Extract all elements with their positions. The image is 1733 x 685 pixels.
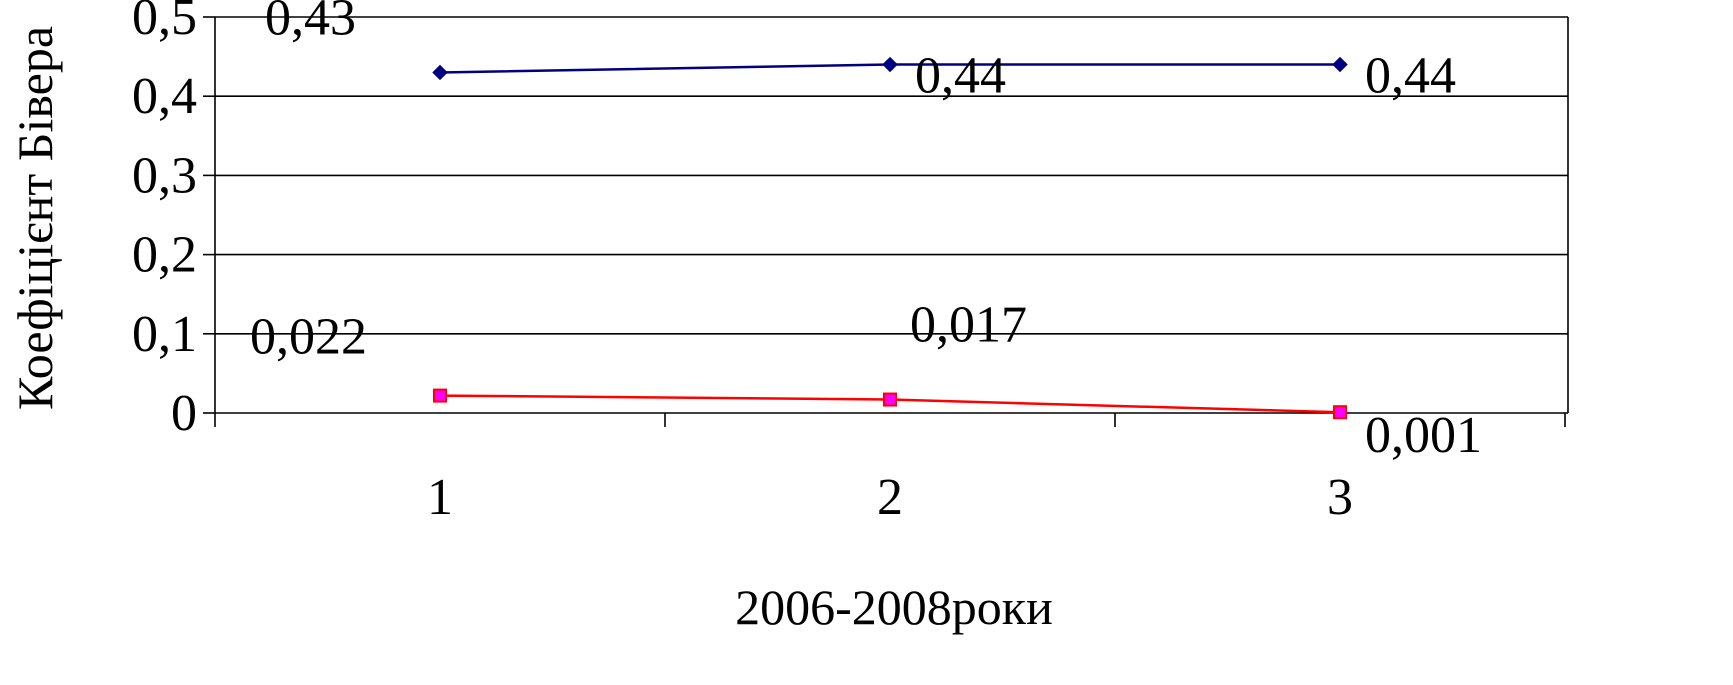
y-tick-label: 0,1	[132, 306, 197, 363]
series	[432, 56, 1348, 420]
data-point-marker	[1332, 56, 1348, 73]
y-tick-label: 0,5	[132, 0, 197, 46]
y-axis-title: Коефіцієнт Бівера	[7, 26, 63, 410]
data-label: 0,001	[1365, 407, 1482, 464]
x-tick-label: 2	[877, 469, 903, 526]
x-tick-label: 1	[427, 469, 453, 526]
y-tick-label: 0,2	[132, 227, 197, 284]
data-label: 0,017	[910, 297, 1027, 354]
y-tick-label: 0	[171, 385, 197, 442]
data-point-marker	[883, 392, 897, 407]
x-tick-label: 3	[1327, 469, 1353, 526]
data-label: 0,43	[265, 0, 356, 46]
data-point-marker	[432, 64, 448, 81]
data-point-marker	[1333, 405, 1347, 420]
x-tick-labels: 1 2 3	[427, 469, 1353, 526]
axes	[203, 16, 1569, 427]
x-axis-title: 2006-2008роки	[735, 579, 1053, 635]
gridlines	[215, 16, 1568, 335]
data-label: 0,022	[250, 309, 367, 366]
y-tick-label: 0,4	[132, 68, 197, 125]
data-label: 0,44	[915, 48, 1006, 105]
data-point-marker	[433, 388, 447, 403]
data-labels: 0,43 0,44 0,44 0,022 0,017 0,001	[250, 0, 1482, 464]
y-tick-label: 0,3	[132, 147, 197, 204]
data-point-marker	[882, 56, 898, 73]
y-tick-labels: 0 0,1 0,2 0,3 0,4 0,5	[132, 0, 197, 442]
data-label: 0,44	[1365, 48, 1456, 105]
